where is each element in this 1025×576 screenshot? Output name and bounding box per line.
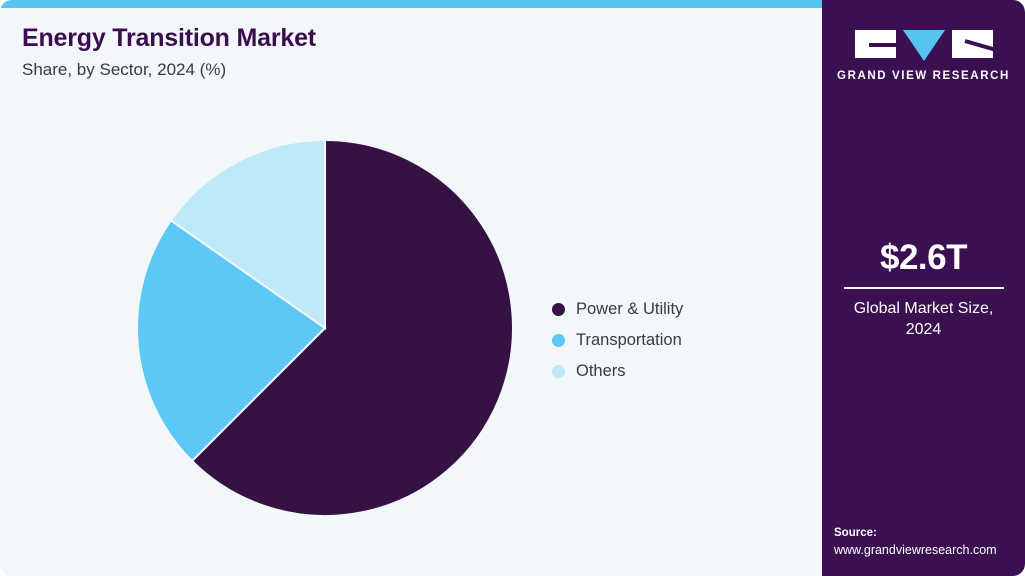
title-block: Energy Transition Market Share, by Secto… xyxy=(22,24,316,80)
pie-chart xyxy=(137,140,513,516)
top-accent-bar xyxy=(0,0,1025,8)
brand-logo: GRAND VIEW RESEARCH xyxy=(822,30,1025,82)
logo-g-icon xyxy=(854,30,896,58)
stat-value: $2.6T xyxy=(880,238,968,277)
side-panel: GRAND VIEW RESEARCH $2.6T Global Market … xyxy=(822,0,1025,576)
pie-chart-svg xyxy=(137,140,513,516)
pie-slice[interactable] xyxy=(137,218,327,463)
source-label: Source: xyxy=(834,527,877,540)
pie-slice[interactable] xyxy=(190,140,513,516)
stat-caption: Global Market Size, 2024 xyxy=(853,299,994,339)
logo-r-icon xyxy=(951,30,993,58)
page-title: Energy Transition Market xyxy=(22,24,316,52)
pie-slice[interactable] xyxy=(169,140,326,330)
chart-area: Energy Transition Market Share, by Secto… xyxy=(0,8,820,576)
legend-item-others[interactable]: Others xyxy=(552,356,683,387)
legend-item-power-utility[interactable]: Power & Utility xyxy=(552,294,683,325)
legend-swatch-others xyxy=(552,365,565,378)
legend-label-transportation: Transportation xyxy=(576,331,682,349)
logo-v-triangle-icon xyxy=(902,30,945,61)
source-url: www.grandviewresearch.com xyxy=(834,543,997,558)
stat-divider xyxy=(843,286,1004,289)
logo-wordmark: GRAND VIEW RESEARCH xyxy=(837,70,1010,82)
legend-label-power-utility: Power & Utility xyxy=(576,300,684,318)
legend-swatch-power-utility xyxy=(552,303,565,316)
legend-swatch-transportation xyxy=(552,334,565,347)
chart-legend: Power & Utility Transportation Others xyxy=(552,294,683,387)
legend-label-others: Others xyxy=(576,362,626,380)
stat-callout: $2.6T Global Market Size, 2024 xyxy=(822,238,1025,341)
page-subtitle: Share, by Sector, 2024 (%) xyxy=(22,60,227,79)
legend-item-transportation[interactable]: Transportation xyxy=(552,325,683,356)
logo-marks xyxy=(822,30,1025,61)
source-block: Source: www.grandviewresearch.com xyxy=(834,525,1025,559)
